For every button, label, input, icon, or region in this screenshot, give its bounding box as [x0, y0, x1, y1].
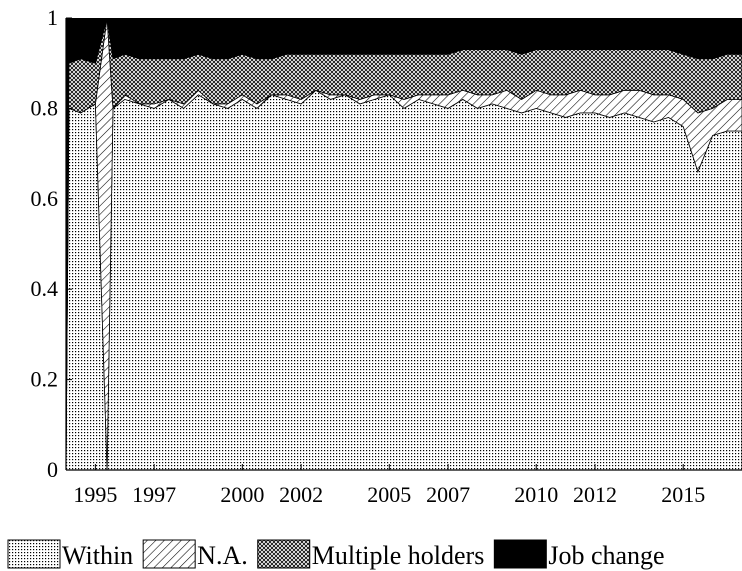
- legend-swatch-n-a: [142, 539, 196, 569]
- x-tick-label: 2010: [514, 482, 558, 507]
- x-axis-ticks: 1995 1997 2000 2002 2005 2007 2010 2012 2015: [73, 464, 705, 507]
- x-tick-label: 2000: [220, 482, 264, 507]
- area-job-change: [66, 18, 742, 470]
- legend-swatch-job-change: [493, 539, 547, 569]
- x-tick-label: 2005: [367, 482, 411, 507]
- area-within: [66, 89, 742, 470]
- x-tick-label: 1995: [73, 482, 117, 507]
- x-tick-label: 2012: [573, 482, 617, 507]
- y-tick-label: 0.6: [31, 186, 59, 211]
- x-tick-label: 2015: [661, 482, 705, 507]
- axes: [65, 18, 742, 471]
- x-tick-label: 2002: [279, 482, 323, 507]
- legend-swatch-multiple-holders: [257, 539, 311, 569]
- y-tick-label: 0.4: [31, 276, 59, 301]
- x-tick-label: 2007: [426, 482, 470, 507]
- legend-label-n-a: N.A.: [197, 541, 248, 570]
- legend-label-multiple-holders: Multiple holders: [312, 541, 485, 570]
- y-tick-label: 0: [47, 457, 58, 482]
- y-tick-label: 0.2: [31, 367, 59, 392]
- legend-label-within: Within: [62, 541, 133, 570]
- legend: Within N.A. Multiple holders Job change: [7, 539, 665, 570]
- x-tick-label: 1997: [132, 482, 176, 507]
- legend-label-job-change: Job change: [548, 541, 664, 570]
- y-tick-label: 1: [47, 5, 58, 30]
- y-axis-ticks: 0 0.2 0.4 0.6 0.8 1: [31, 5, 72, 482]
- y-tick-label: 0.8: [31, 95, 59, 120]
- legend-swatch-within: [7, 539, 61, 569]
- series-areas: [66, 18, 742, 470]
